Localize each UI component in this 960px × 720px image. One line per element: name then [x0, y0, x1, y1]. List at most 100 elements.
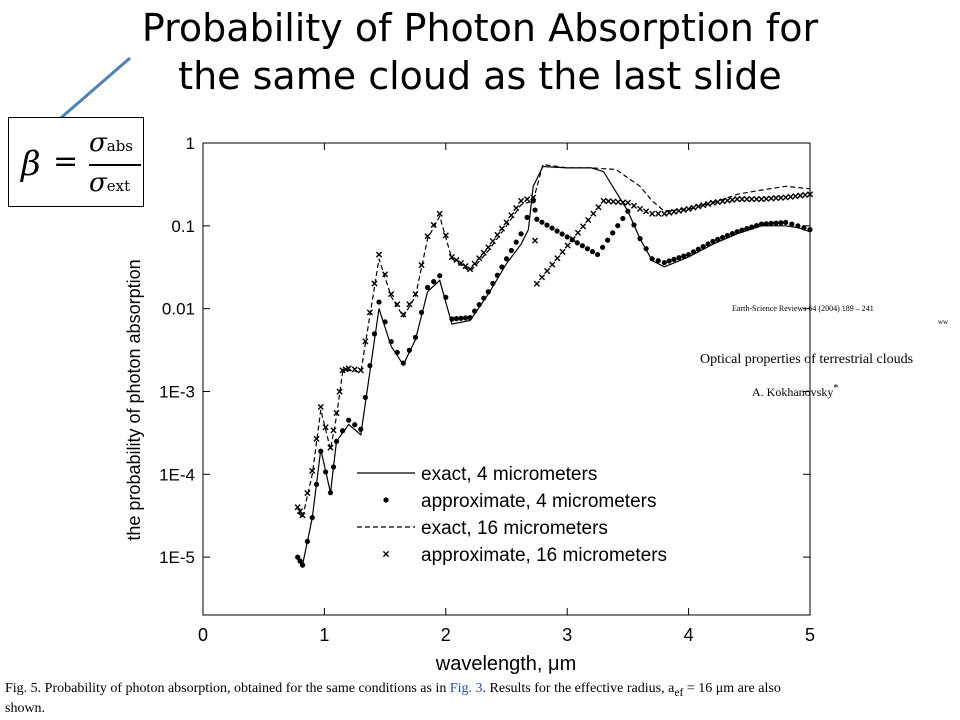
beta-formula-box: β = σabs σext	[8, 117, 144, 207]
series-3-point-38	[476, 255, 483, 262]
y-axis-label: the probability of photon absorption	[124, 259, 144, 540]
series-1-point-25	[418, 309, 425, 316]
series-3-point-100	[782, 194, 789, 201]
series-1-point-55	[564, 234, 570, 240]
series-line-0	[297, 165, 811, 567]
series-1-point-67	[625, 208, 631, 214]
series-3-point-89	[729, 196, 736, 203]
series-3-point-50	[531, 237, 539, 244]
figure-caption: Fig. 5. Probability of photon absorption…	[5, 681, 781, 716]
series-1-point-65	[615, 223, 621, 229]
formula-beta: β	[21, 144, 41, 184]
series-3-point-42	[494, 231, 501, 238]
series-3-point-74	[655, 210, 662, 217]
series-1-point-58	[579, 243, 585, 249]
series-3-point-14	[345, 365, 352, 372]
series-3-point-92	[743, 196, 750, 203]
series-3-point-4	[309, 467, 316, 474]
slide-title-line-1: Probability of Photon Absorption for	[141, 6, 819, 50]
series-1-point-70	[643, 246, 649, 252]
series-1-point-45	[518, 231, 524, 237]
series-3-point-22	[388, 290, 395, 298]
series-1-point-49	[534, 216, 540, 222]
series-1-point-6	[318, 448, 324, 454]
series-1-point-35	[472, 308, 478, 314]
series-3	[294, 191, 814, 519]
series-1-point-93	[758, 221, 765, 227]
series-3-point-56	[559, 248, 566, 255]
series-3-point-48	[524, 196, 531, 203]
series-1-point-90	[744, 226, 750, 232]
beta-formula: β = σabs σext	[9, 118, 145, 208]
formula-equals: =	[53, 144, 79, 179]
series-1-point-15	[362, 394, 368, 401]
plot-frame	[202, 142, 811, 616]
series-3-point-23	[394, 301, 401, 308]
series-3-point-97	[768, 195, 775, 202]
y-tick-label-4: 0.1	[171, 217, 195, 236]
series-1-point-8	[327, 490, 334, 496]
series-3-point-80	[685, 205, 692, 213]
series-3-point-8	[327, 444, 334, 451]
series-1-point-33	[462, 315, 469, 321]
series-3-point-15	[351, 366, 358, 373]
series-3-point-5	[313, 435, 320, 443]
series-3-point-20	[375, 251, 383, 258]
series-1-point-82	[705, 241, 711, 247]
slide-title-line-2: the same cloud as the last slide	[178, 54, 782, 98]
slide-title: Probability of Photon Absorption for the…	[0, 4, 960, 100]
series-1-point-16	[367, 363, 373, 369]
series-1-point-19	[382, 319, 388, 325]
series-3-point-99	[777, 194, 784, 201]
series-1-point-12	[346, 417, 352, 423]
series-1-point-46	[524, 214, 530, 220]
series-1-point-97	[778, 220, 784, 226]
series-1-point-100	[795, 223, 801, 229]
legend-label-0: exact, 4 micrometers	[421, 464, 597, 485]
series-1-point-76	[676, 255, 682, 261]
caption-figure-link[interactable]: Fig. 3	[449, 681, 483, 696]
series-1-point-5	[313, 481, 320, 487]
series-3-point-73	[649, 210, 656, 217]
series-1-point-91	[749, 224, 755, 230]
series-1-point-52	[549, 225, 555, 231]
series-3-point-18	[366, 309, 374, 316]
series-3-point-101	[787, 193, 794, 200]
series-3-point-33	[453, 256, 460, 264]
legend-label-2: exact, 16 micrometers	[421, 518, 608, 539]
series-3-point-76	[666, 209, 673, 216]
series-3-point-3	[304, 489, 311, 497]
series-1-point-79	[690, 249, 697, 255]
series-1-point-60	[589, 249, 596, 255]
series-3-point-65	[605, 198, 612, 205]
series-3-point-0	[294, 504, 301, 511]
series-1-point-94	[763, 221, 769, 227]
series-3-point-40	[485, 244, 492, 251]
series-1-point-14	[358, 426, 364, 432]
x-tick-label-2: 2	[441, 625, 451, 645]
series-1-point-88	[734, 229, 740, 235]
series-1-point-43	[508, 247, 514, 254]
x-tick-label-0: 0	[198, 625, 208, 645]
series-3-point-68	[619, 199, 627, 206]
series-1-point-23	[406, 347, 412, 353]
series-3-point-51	[533, 280, 540, 287]
series-3-point-98	[772, 195, 780, 202]
reference-article-title: Optical properties of terrestrial clouds	[700, 352, 914, 367]
series-1-point-51	[544, 222, 550, 228]
series-3-point-17	[362, 338, 369, 345]
series-3-point-71	[636, 205, 644, 213]
legend-swatch-1	[383, 497, 389, 503]
series-1-point-36	[476, 302, 482, 308]
series-1-point-40	[494, 272, 500, 278]
series-1-point-17	[371, 331, 378, 337]
series-3-point-21	[382, 271, 389, 278]
series-3-point-94	[753, 196, 760, 203]
series-3-point-49	[530, 194, 537, 201]
series-3-point-62	[590, 210, 597, 217]
y-tick-label-0: 1E-5	[159, 548, 195, 567]
y-tick-label-5: 1	[186, 134, 195, 153]
legend-label-3: approximate, 16 micrometers	[421, 545, 667, 566]
series-3-point-103	[797, 192, 804, 199]
series-3-point-61	[585, 216, 592, 224]
